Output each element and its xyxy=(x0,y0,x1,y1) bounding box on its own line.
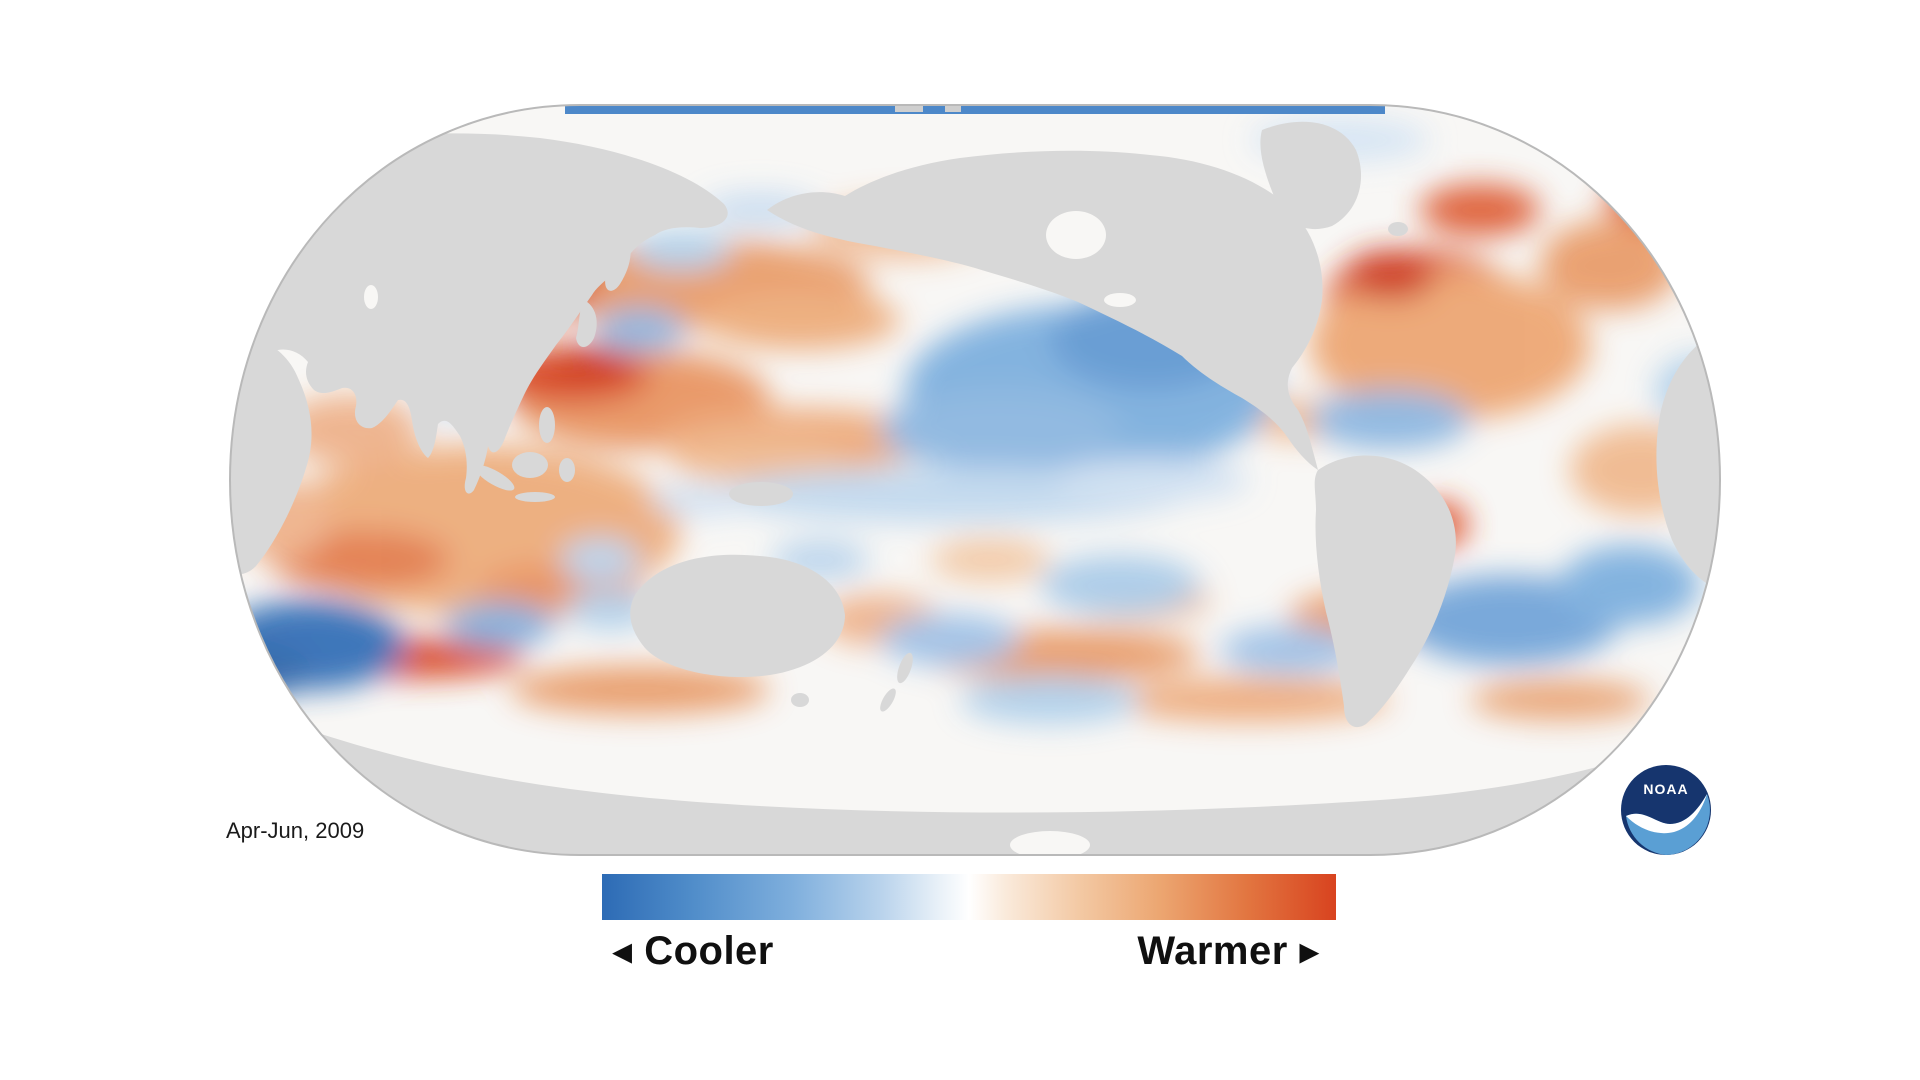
noaa-logo-text: NOAA xyxy=(1643,781,1688,797)
tasmania xyxy=(791,693,809,707)
new-zealand-north xyxy=(897,652,913,684)
noaa-logo-graphic: NOAA xyxy=(1621,765,1711,855)
australia xyxy=(630,554,845,677)
legend-labels: ◂ Cooler Warmer ▸ xyxy=(602,920,1336,974)
new-guinea xyxy=(729,482,793,506)
south-america xyxy=(1314,455,1456,728)
africa-right xyxy=(1656,330,1719,590)
temperature-legend: ◂ Cooler Warmer ▸ xyxy=(602,874,1336,974)
arctic-strip-gap xyxy=(895,105,923,112)
map-outline xyxy=(228,104,1722,856)
great-lakes xyxy=(1104,293,1136,307)
greenland xyxy=(1260,121,1362,230)
arctic-strip xyxy=(565,105,1385,114)
sumatra xyxy=(475,465,515,491)
java xyxy=(515,492,555,502)
date-label: Apr-Jun, 2009 xyxy=(226,818,365,843)
north-america xyxy=(767,150,1323,470)
eurasia xyxy=(231,133,728,494)
inland-water xyxy=(364,211,1136,855)
europe-right xyxy=(1662,170,1719,275)
temperature-colorbar xyxy=(602,874,1336,920)
arctic-strip-gap xyxy=(945,105,961,112)
hudson-bay xyxy=(1046,211,1106,259)
ross-sea-notch xyxy=(1010,831,1090,855)
new-zealand-south xyxy=(880,688,896,712)
kamchatka xyxy=(605,222,631,291)
land-layer xyxy=(230,121,1720,855)
warmer-label: Warmer ▸ xyxy=(1137,929,1320,973)
philippines xyxy=(539,407,555,443)
japan xyxy=(576,300,597,347)
borneo xyxy=(512,452,548,478)
noaa-logo: NOAA xyxy=(1620,764,1712,856)
sulawesi xyxy=(559,458,575,482)
noaa-logo-bird xyxy=(1626,794,1707,834)
antarctica xyxy=(230,720,1720,855)
iceland xyxy=(1388,222,1408,236)
africa-left xyxy=(230,330,312,575)
caspian-sea xyxy=(364,285,378,309)
cooler-label: ◂ Cooler xyxy=(612,929,774,973)
